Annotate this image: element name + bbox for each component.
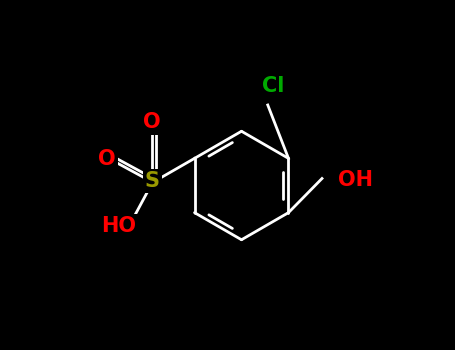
Text: HO: HO [101, 216, 136, 236]
Text: Cl: Cl [262, 76, 284, 96]
Text: O: O [143, 112, 161, 133]
Text: OH: OH [338, 170, 373, 190]
Text: S: S [145, 171, 160, 191]
Text: O: O [98, 149, 116, 169]
